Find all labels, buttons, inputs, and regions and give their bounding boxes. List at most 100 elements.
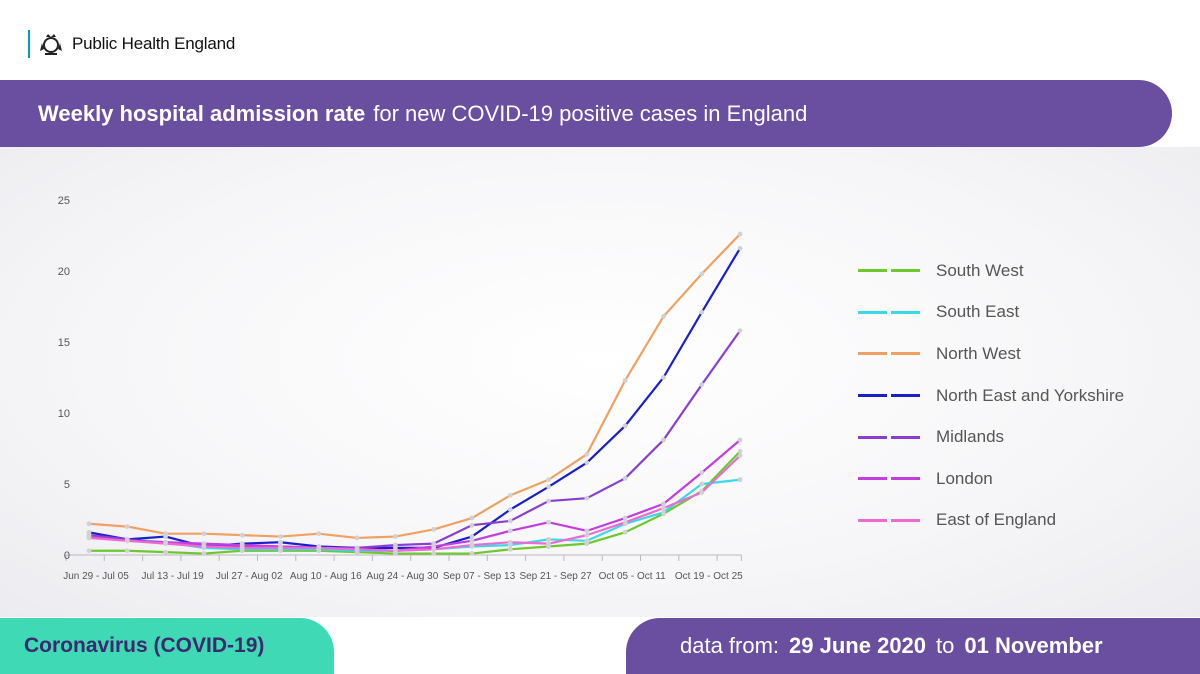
data-point (546, 484, 551, 490)
title-banner: Weekly hospital admission rate for new C… (0, 80, 1172, 147)
data-from-label: data from: (680, 633, 780, 658)
data-point (737, 328, 743, 334)
topic-badge: Coronavirus (COVID-19) (0, 618, 334, 674)
logo-divider (28, 30, 30, 58)
data-point (392, 534, 398, 539)
data-point (661, 505, 666, 511)
data-point (124, 524, 130, 529)
data-point (546, 536, 551, 542)
data-point (661, 510, 666, 515)
series-line (88, 233, 741, 540)
data-point (699, 382, 705, 387)
data-point (124, 538, 130, 544)
data-point (584, 495, 590, 501)
data-point (316, 531, 322, 537)
start-date: 29 June 2020 (789, 633, 927, 658)
data-point (392, 548, 398, 554)
legend-swatch (858, 518, 920, 522)
data-point (507, 539, 513, 545)
data-point (239, 532, 245, 538)
legend-label: North West (936, 343, 1021, 363)
legend-swatch (858, 435, 920, 439)
x-tick-label: Oct 19 - Oct 25 (675, 571, 743, 582)
to-label: to (936, 633, 955, 658)
org-logo: Public Health England (28, 30, 235, 58)
data-point (584, 451, 590, 457)
page-title-rest: for new COVID-19 positive cases in Engla… (373, 100, 808, 126)
series-line (88, 450, 741, 555)
data-point (737, 453, 743, 458)
x-tick-label: Jul 27 - Aug 02 (216, 571, 283, 582)
data-point (163, 541, 168, 547)
data-point (699, 481, 705, 487)
x-tick-label: Aug 10 - Aug 16 (290, 571, 362, 582)
legend-swatch (858, 310, 920, 314)
data-point (86, 521, 92, 527)
data-point (699, 470, 705, 476)
data-point (278, 539, 283, 545)
data-point (622, 515, 628, 521)
data-point (661, 314, 666, 319)
y-tick-label: 10 (58, 408, 70, 420)
data-point (737, 448, 743, 454)
data-point (584, 460, 590, 466)
data-point (354, 535, 360, 541)
data-point (392, 542, 398, 548)
data-point (622, 519, 628, 525)
data-point (354, 546, 360, 552)
series-line (88, 439, 741, 552)
data-point (469, 534, 475, 539)
end-date: 01 November (964, 633, 1103, 658)
data-point (699, 271, 705, 277)
page-title-bold: Weekly hospital admission rate (38, 100, 366, 126)
data-point (469, 515, 475, 521)
legend-swatch (858, 394, 920, 398)
data-point (622, 529, 628, 535)
data-point (737, 245, 743, 251)
data-point (622, 377, 628, 383)
data-point (584, 528, 590, 534)
y-tick-label: 25 (58, 195, 70, 207)
data-point (163, 549, 168, 555)
chart-legend: South West South East North West North East… (858, 250, 1178, 541)
data-point (201, 531, 207, 537)
series-line (88, 454, 741, 552)
legend-swatch (858, 352, 920, 356)
x-tick-label: Aug 24 - Aug 30 (367, 571, 439, 582)
data-point (699, 309, 705, 315)
legend-item: South West (858, 250, 1178, 292)
data-point (699, 490, 705, 495)
legend-item: North West (858, 333, 1178, 375)
topic-label: Coronavirus (COVID-19) (24, 634, 265, 657)
legend-label: South West (936, 260, 1024, 280)
data-point (86, 535, 92, 541)
legend-item: London (858, 458, 1178, 500)
series-line (88, 247, 742, 550)
legend-label: London (936, 468, 993, 488)
data-point (163, 534, 168, 539)
data-point (507, 528, 513, 534)
data-point (661, 437, 666, 443)
legend-item: North East and Yorkshire (858, 375, 1178, 417)
data-point (584, 538, 590, 544)
y-tick-label: 20 (58, 266, 70, 278)
data-point (661, 375, 666, 380)
series-line (88, 330, 741, 550)
data-point (737, 231, 743, 237)
data-point (239, 545, 245, 551)
data-point (124, 548, 130, 554)
date-range-banner: data from: 29 June 2020 to 01 November (626, 618, 1200, 674)
x-tick-label: Oct 05 - Oct 11 (599, 571, 666, 582)
x-tick-label: Jun 29 - Jul 05 (63, 571, 129, 582)
y-tick-label: 0 (64, 550, 70, 562)
data-point (86, 548, 92, 554)
data-point (737, 437, 743, 443)
org-name: Public Health England (72, 34, 236, 53)
legend-label: East of England (936, 510, 1057, 530)
legend-swatch (858, 477, 920, 481)
data-point (316, 545, 322, 551)
data-point (507, 546, 513, 552)
data-point (737, 477, 743, 483)
data-point (469, 551, 475, 556)
